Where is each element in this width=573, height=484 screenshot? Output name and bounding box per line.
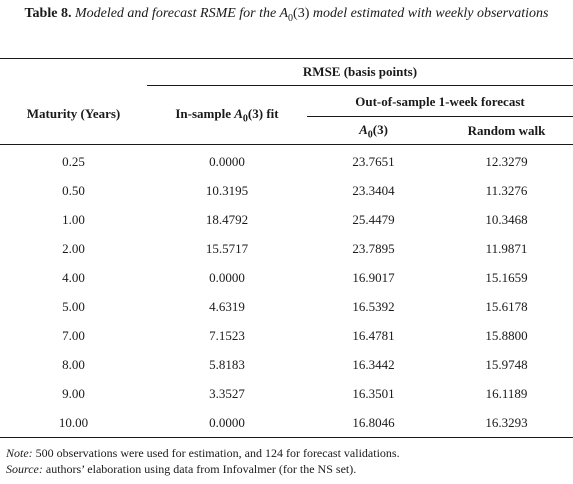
random-walk-cell: 15.8800 (485, 328, 528, 343)
maturity-cell: 5.00 (62, 299, 85, 314)
maturity-cell: 4.00 (62, 270, 85, 285)
model-forecast-cell: 16.8046 (352, 415, 395, 430)
header-insample-subscript: 0 (242, 113, 248, 125)
model-forecast-cell: 23.7895 (352, 241, 395, 256)
header-random-walk: Random walk (467, 123, 546, 138)
model-forecast-cell: 16.3501 (352, 386, 395, 401)
header-insample: In-sample A0(3) fit (147, 106, 307, 128)
note-text: 500 observations were used for estimatio… (32, 446, 400, 460)
table-source: Source: authors’ elaboration using data … (6, 462, 356, 476)
header-model-subscript: 0 (367, 129, 373, 141)
source-text: authors’ elaboration using data from Inf… (42, 462, 357, 476)
model-forecast-cell: 16.5392 (352, 299, 395, 314)
maturity-cell: 2.00 (62, 241, 85, 256)
top-rule (0, 58, 573, 59)
maturity-cell: 10.00 (58, 415, 89, 430)
caption-model-arg: (3) (293, 6, 310, 21)
random-walk-cell: 15.9748 (485, 357, 528, 372)
header-maturity: Maturity (Years) (26, 106, 121, 121)
insample-fit-cell: 3.3527 (209, 386, 245, 401)
maturity-cell: 0.50 (62, 183, 85, 198)
oos-rule (307, 116, 573, 117)
insample-fit-cell: 0.0000 (209, 270, 245, 285)
insample-fit-cell: 4.6319 (209, 299, 245, 314)
insample-fit-cell: 7.1523 (209, 328, 245, 343)
insample-fit-cell: 0.0000 (209, 415, 245, 430)
bottom-rule (0, 437, 573, 438)
group-rule (147, 85, 573, 86)
maturity-cell: 9.00 (62, 386, 85, 401)
source-label: Source: (6, 462, 43, 476)
header-bottom-rule (0, 144, 573, 145)
maturity-cell: 7.00 (62, 328, 85, 343)
random-walk-cell: 15.6178 (485, 299, 528, 314)
model-forecast-cell: 16.4781 (352, 328, 395, 343)
random-walk-cell: 11.3276 (485, 183, 528, 198)
table-label: Table 8. (24, 6, 72, 21)
note-label: Note: (6, 446, 33, 460)
header-insample-arg: (3) (247, 106, 264, 121)
header-model-arg: (3) (372, 122, 388, 137)
maturity-cell: 0.25 (62, 154, 85, 169)
header-model-letter: A (359, 122, 368, 137)
caption-model-letter: A (279, 6, 289, 21)
insample-fit-cell: 0.0000 (209, 154, 245, 169)
model-forecast-cell: 23.7651 (352, 154, 395, 169)
header-out-of-sample: Out-of-sample 1-week forecast (355, 94, 525, 109)
random-walk-cell: 15.1659 (485, 270, 528, 285)
header-insample-prefix: In-sample (175, 106, 235, 121)
insample-fit-cell: 18.4792 (205, 212, 249, 227)
table-note: Note: 500 observations were used for est… (6, 446, 400, 460)
insample-fit-cell: 5.8183 (209, 357, 245, 372)
random-walk-cell: 16.1189 (485, 386, 528, 401)
random-walk-cell: 11.9871 (485, 241, 528, 256)
rmse-group-title: RMSE (basis points) (302, 64, 418, 79)
insample-fit-cell: 15.5717 (205, 241, 249, 256)
caption-text-before: Modeled and forecast RSME for the (74, 6, 280, 21)
caption-model-subscript: 0 (288, 12, 294, 24)
table-caption: Table 8. Modeled and forecast RSME for t… (8, 4, 565, 28)
caption-text-after: model estimated with weekly observations (309, 6, 549, 21)
model-forecast-cell: 23.3404 (352, 183, 395, 198)
maturity-cell: 8.00 (62, 357, 85, 372)
random-walk-cell: 16.3293 (485, 415, 528, 430)
insample-fit-cell: 10.3195 (205, 183, 249, 198)
random-walk-cell: 10.3468 (485, 212, 528, 227)
model-forecast-cell: 25.4479 (352, 212, 395, 227)
header-insample-model: A (234, 106, 243, 121)
header-model: A0(3) (307, 122, 440, 144)
model-forecast-cell: 16.9017 (352, 270, 395, 285)
header-insample-suffix: fit (263, 106, 279, 121)
maturity-cell: 1.00 (62, 212, 85, 227)
random-walk-cell: 12.3279 (485, 154, 528, 169)
model-forecast-cell: 16.3442 (352, 357, 395, 372)
